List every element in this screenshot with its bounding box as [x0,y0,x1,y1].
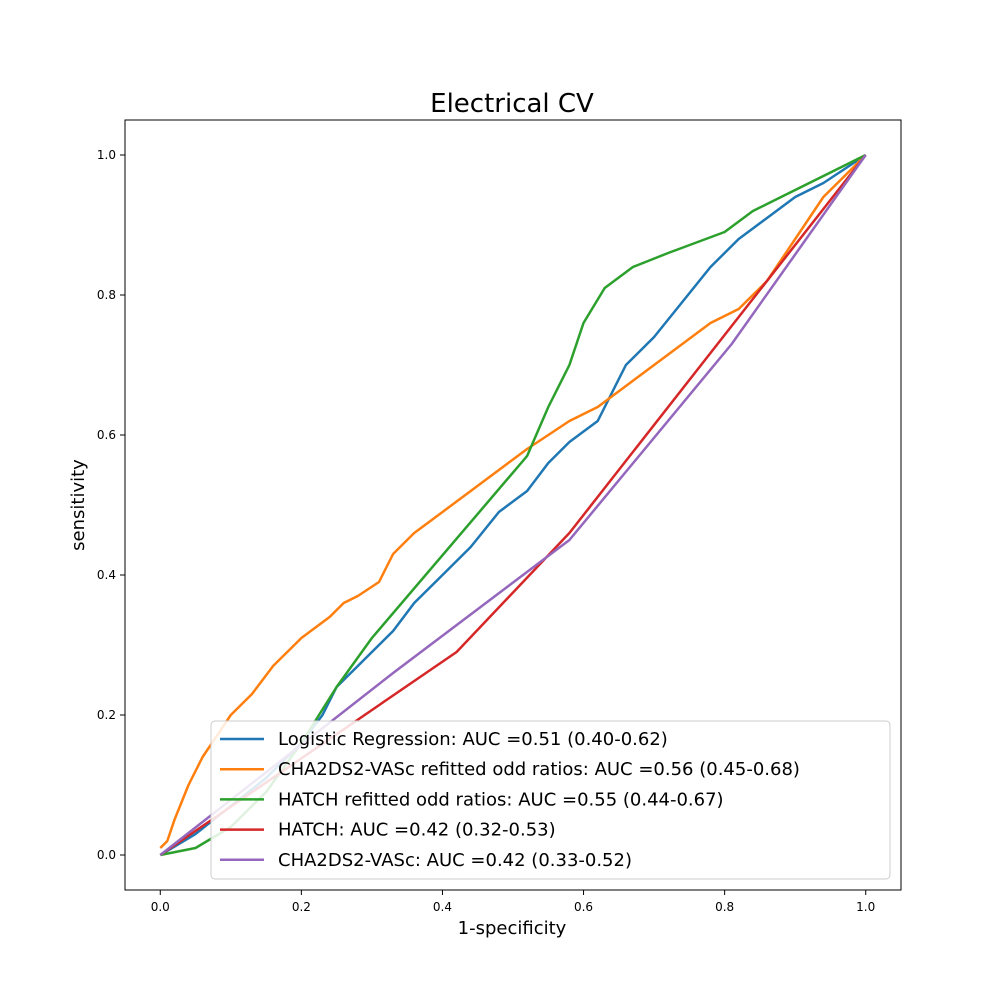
y-tick-label: 0.2 [97,708,116,722]
x-tick-label: 0.2 [292,900,311,914]
x-tick-label: 0.4 [433,900,452,914]
legend-entry-label: Logistic Regression: AUC =0.51 (0.40-0.6… [278,729,668,750]
legend: Logistic Regression: AUC =0.51 (0.40-0.6… [210,720,891,880]
legend-entry-label: CHA2DS2-VASc refitted odd ratios: AUC =0… [278,759,800,780]
legend-entry-label: HATCH: AUC =0.42 (0.32-0.53) [278,820,556,841]
y-tick-label: 1.0 [97,148,116,162]
x-tick-label: 1.0 [856,900,875,914]
x-axis-title: 1-specificity [458,918,567,939]
axis-ticks: 0.0 0.2 0.4 0.6 0.8 1.0 0.0 0.2 0.4 0.6 0.8 1.0 [97,148,875,914]
chart-title: Electrical CV [430,89,594,119]
y-tick-label: 0.6 [97,428,116,442]
y-tick-label: 0.8 [97,288,116,302]
x-tick-label: 0.6 [574,900,593,914]
legend-entry-label: CHA2DS2-VASc: AUC =0.42 (0.33-0.52) [278,850,632,871]
legend-entry-label: HATCH refitted odd ratios: AUC =0.55 (0.… [278,789,724,810]
plot-frame [124,119,902,891]
x-tick-label: 0.0 [151,900,170,914]
x-tick-label: 0.8 [715,900,734,914]
y-tick-label: 0.4 [97,568,116,582]
y-axis-title: sensitivity [68,459,89,551]
y-tick-label: 0.0 [97,848,116,862]
legend-box [210,720,891,880]
